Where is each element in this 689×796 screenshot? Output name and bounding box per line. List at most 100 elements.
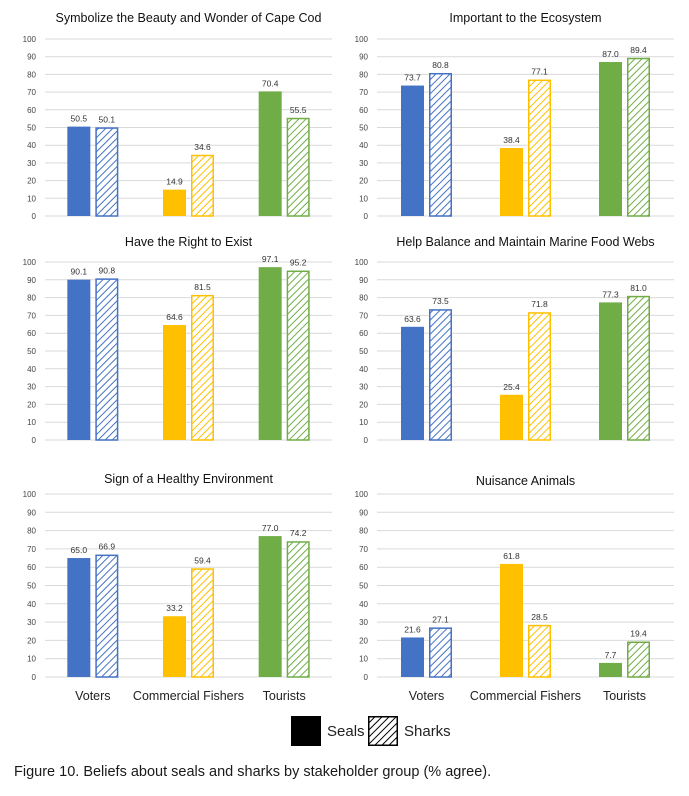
bar-seals-tourists	[599, 302, 622, 440]
bar-sharks-tourists	[286, 270, 310, 441]
data-label: 97.1	[262, 254, 279, 264]
bar-seals-fishers	[500, 563, 523, 677]
y-tick-label: 70	[27, 311, 36, 320]
data-label: 77.0	[262, 523, 279, 533]
y-tick-label: 10	[27, 418, 36, 427]
y-tick-label: 80	[359, 70, 368, 79]
y-tick-label: 70	[27, 88, 36, 97]
y-tick-label: 30	[27, 618, 36, 627]
data-label: 77.3	[602, 289, 619, 299]
y-tick-label: 60	[359, 563, 368, 572]
y-tick-label: 10	[359, 655, 368, 664]
bar-sharks-tourists	[286, 541, 310, 678]
bar-sharks-voters	[95, 127, 119, 217]
bar-seals-tourists	[599, 662, 622, 677]
bar-sharks-voters	[429, 72, 452, 217]
legend-item-seals: Seals	[291, 716, 365, 746]
y-tick-label: 80	[27, 70, 36, 79]
y-tick-label: 70	[359, 545, 368, 554]
y-tick-label: 10	[359, 418, 368, 427]
data-label: 50.5	[71, 114, 88, 124]
y-tick-label: 40	[359, 141, 368, 150]
y-tick-label: 60	[359, 106, 368, 115]
y-tick-label: 0	[364, 436, 369, 445]
y-tick-label: 70	[359, 311, 368, 320]
data-label: 21.6	[404, 624, 421, 634]
y-tick-label: 0	[32, 673, 37, 682]
bar-sharks-fishers	[191, 154, 214, 217]
y-tick-label: 30	[27, 383, 36, 392]
y-tick-label: 80	[27, 527, 36, 536]
data-label: 63.6	[404, 314, 421, 324]
y-tick-label: 100	[355, 490, 369, 499]
y-tick-label: 10	[359, 194, 368, 203]
data-label: 66.9	[99, 542, 116, 552]
data-label: 73.5	[432, 296, 449, 306]
data-label: 28.5	[531, 612, 548, 622]
y-tick-label: 40	[359, 365, 368, 374]
bar-sharks-voters	[95, 554, 119, 678]
bar-seals-tourists	[258, 536, 282, 677]
y-tick-label: 0	[364, 673, 369, 682]
bar-seals-fishers	[163, 189, 186, 216]
bar-seals-tourists	[258, 91, 282, 216]
data-label: 89.4	[630, 45, 647, 55]
data-label: 50.1	[99, 114, 116, 124]
data-label: 38.4	[503, 135, 520, 145]
y-tick-label: 20	[359, 177, 368, 186]
y-tick-label: 100	[23, 35, 37, 44]
y-tick-label: 20	[27, 177, 36, 186]
y-tick-label: 30	[359, 383, 368, 392]
y-tick-label: 70	[359, 88, 368, 97]
y-tick-label: 90	[359, 53, 368, 62]
y-tick-label: 50	[359, 124, 368, 133]
x-tick-label: Voters	[75, 689, 110, 703]
bar-sharks-fishers	[528, 312, 551, 441]
figure-caption: Figure 10. Beliefs about seals and shark…	[14, 764, 492, 780]
y-tick-label: 90	[359, 276, 368, 285]
y-tick-label: 0	[32, 436, 37, 445]
data-label: 73.7	[404, 73, 421, 83]
chart-title: Important to the Ecosystem	[449, 11, 601, 25]
bar-sharks-fishers	[528, 79, 551, 217]
bar-sharks-fishers	[191, 568, 214, 678]
y-tick-label: 90	[359, 508, 368, 517]
y-tick-label: 30	[27, 159, 36, 168]
bar-sharks-tourists	[627, 295, 650, 441]
data-label: 81.0	[630, 283, 647, 293]
data-label: 33.2	[166, 603, 183, 613]
bar-seals-voters	[67, 558, 91, 677]
y-tick-label: 60	[27, 106, 36, 115]
data-label: 81.5	[194, 282, 211, 292]
x-tick-label: Commercial Fishers	[470, 689, 581, 703]
y-tick-label: 20	[27, 636, 36, 645]
legend-seals-label: Seals	[327, 722, 365, 740]
bar-sharks-tourists	[627, 641, 650, 678]
data-label: 70.4	[262, 78, 279, 88]
y-tick-label: 20	[359, 400, 368, 409]
y-tick-label: 100	[355, 35, 369, 44]
x-tick-label: Tourists	[603, 689, 646, 703]
legend-sharks-label: Sharks	[404, 722, 451, 740]
data-label: 80.8	[432, 60, 449, 70]
chart-panel-4: Help Balance and Maintain Marine Food We…	[355, 235, 674, 445]
bar-seals-voters	[67, 126, 91, 216]
chart-title: Nuisance Animals	[476, 474, 575, 488]
data-label: 14.9	[166, 177, 183, 187]
y-tick-label: 30	[359, 618, 368, 627]
bar-seals-fishers	[163, 616, 186, 677]
bar-seals-tourists	[258, 267, 282, 440]
y-tick-label: 100	[355, 258, 369, 267]
y-tick-label: 10	[27, 194, 36, 203]
legend: Seals Sharks	[0, 716, 689, 752]
y-tick-label: 60	[27, 329, 36, 338]
data-label: 25.4	[503, 382, 520, 392]
bar-sharks-tourists	[286, 117, 310, 217]
bar-seals-voters	[401, 326, 424, 440]
bar-sharks-fishers	[528, 624, 551, 678]
y-tick-label: 50	[27, 582, 36, 591]
x-tick-label: Commercial Fishers	[133, 689, 244, 703]
bar-seals-fishers	[500, 148, 523, 216]
legend-item-sharks: Sharks	[368, 716, 451, 746]
bar-seals-voters	[67, 279, 91, 440]
